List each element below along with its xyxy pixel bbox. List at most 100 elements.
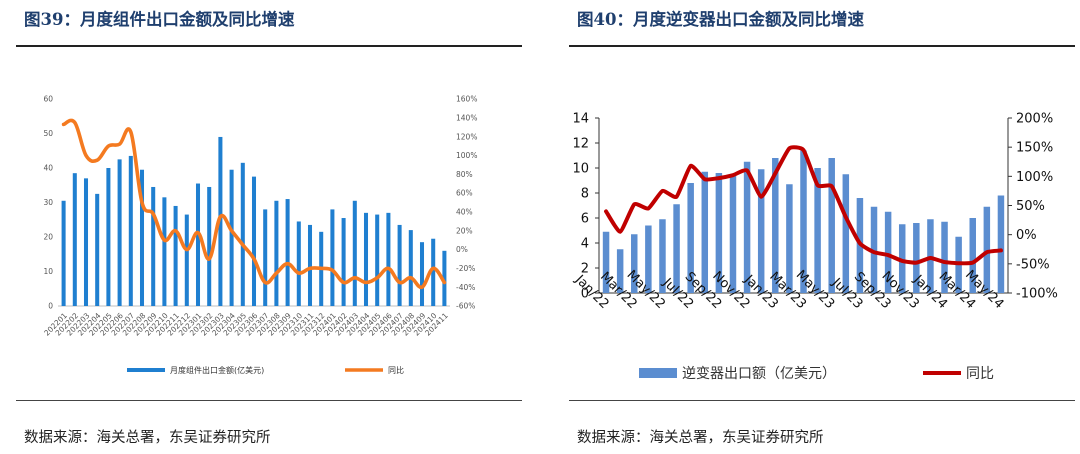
bar: [842, 174, 850, 293]
y-left-tick-label: 20: [43, 233, 53, 242]
bar: [814, 168, 821, 293]
bar: [296, 221, 301, 306]
y-right-tick-label: 40%: [456, 208, 473, 217]
y-left-tick-label: 14: [572, 112, 589, 127]
bar: [341, 218, 346, 306]
bar: [786, 184, 793, 293]
y-right-tick-label: -40%: [456, 283, 475, 292]
y-left-tick-label: 40: [43, 164, 53, 173]
y-right-tick-label: 100%: [1016, 170, 1053, 185]
bar: [743, 161, 751, 293]
bar: [408, 230, 413, 306]
legend-swatch-bar: [639, 368, 677, 378]
bar: [151, 186, 156, 306]
bar: [983, 206, 991, 293]
y-right-tick-label: 150%: [1016, 141, 1053, 156]
y-right-tick-label: 50%: [1016, 199, 1045, 214]
bar: [884, 211, 892, 293]
bar: [941, 221, 948, 293]
bar: [229, 169, 234, 306]
legend-label-line: 同比: [388, 365, 404, 375]
bar: [701, 171, 709, 293]
chart-panel-1: 图39：月度组件出口金额及同比增速 0 10 20 30 40 50 60 -60% -40% -…: [0, 0, 522, 454]
module-export-chart: 0 10 20 30 40 50 60 -60% -40% -20% 0% 20% 40% 60% 80% 1…: [42, 95, 477, 375]
legend-label-bar: 月度组件出口金额(亿美元): [170, 365, 264, 375]
chart-panel-2: 图40：月度逆变器出口金额及同比增速 0 2 4 6 8 10 12 14 -100% -50% 0…: [553, 0, 1075, 454]
bar: [173, 205, 178, 306]
bar: [431, 238, 436, 306]
bar: [772, 158, 779, 293]
bar: [898, 224, 906, 293]
bar: [83, 178, 89, 306]
source-note: 数据来源：海关总署，东吴证券研究所: [24, 430, 271, 446]
y-right-tick-label: 0%: [456, 245, 468, 254]
bar: [218, 136, 223, 306]
y-right-tick-label: 120%: [456, 132, 477, 141]
y-right-tick-label: -60%: [456, 302, 475, 311]
bottom-rule: [569, 400, 1075, 401]
figure-title: 图39：月度组件出口金额及同比增速: [24, 10, 295, 29]
bar: [645, 225, 652, 293]
bar: [263, 209, 268, 306]
y-left-tick-label: 50: [43, 129, 53, 138]
source-note: 数据来源：海关总署，东吴证券研究所: [577, 430, 824, 446]
bar: [375, 214, 380, 306]
bar: [274, 200, 279, 306]
y-right-tick-label: -20%: [456, 264, 475, 273]
y-right-tick-label: 60%: [456, 189, 473, 198]
bar: [631, 234, 638, 293]
bar: [207, 186, 212, 306]
bar: [397, 224, 402, 306]
bar: [139, 169, 145, 306]
y-left-tick-label: 10: [572, 162, 589, 177]
bar: [285, 199, 290, 306]
y-left-tick-label: 6: [581, 212, 589, 227]
bar: [184, 214, 189, 306]
y-left-tick-label: 0: [48, 302, 53, 311]
bar: [162, 197, 167, 306]
legend-label-line: 同比: [966, 366, 994, 382]
bar: [352, 200, 357, 306]
y-left-tick-label: 30: [43, 198, 53, 207]
bar: [363, 212, 369, 306]
bar: [659, 219, 666, 293]
y-right-tick-label: 140%: [456, 113, 477, 122]
bar: [687, 183, 694, 293]
y-left-tick-label: 12: [572, 137, 589, 152]
bar: [616, 249, 624, 293]
bar: [106, 168, 111, 306]
bar: [240, 162, 245, 306]
bar: [870, 206, 878, 293]
bar: [386, 212, 391, 306]
y-left-tick-label: 10: [43, 267, 53, 276]
y-right-tick-label: 160%: [456, 95, 477, 104]
legend-swatch-bar: [127, 368, 165, 372]
figure-title: 图40：月度逆变器出口金额及同比增速: [577, 10, 864, 29]
top-rule: [569, 45, 1075, 47]
y-right-tick-label: 80%: [456, 170, 473, 179]
inverter-export-chart: 02468101214-100%-50%0%50%100%150%200%Jan…: [571, 112, 1058, 382]
bar: [442, 250, 447, 306]
top-rule: [16, 45, 522, 47]
line-series-yoy: [61, 118, 447, 290]
bar: [800, 150, 807, 293]
y-right-tick-label: -100%: [1016, 287, 1058, 302]
bar: [72, 173, 77, 306]
y-left-tick-label: 0: [581, 287, 589, 302]
bar: [602, 231, 610, 293]
y-left-tick-label: 8: [581, 187, 589, 202]
bar: [997, 195, 1005, 293]
bar: [673, 204, 680, 293]
bottom-rule: [16, 400, 522, 401]
bar: [828, 158, 835, 293]
y-right-tick-label: -50%: [1016, 257, 1050, 272]
bar: [729, 175, 737, 293]
y-left-tick-label: 2: [581, 262, 589, 277]
y-right-tick-label: 200%: [1016, 112, 1053, 127]
legend-label-bar: 逆变器出口额（亿美元）: [682, 366, 836, 382]
bar: [715, 173, 723, 293]
y-left-tick-label: 4: [581, 237, 589, 252]
bar: [913, 223, 920, 293]
bar: [251, 176, 257, 306]
y-right-tick-label: 100%: [456, 151, 477, 160]
